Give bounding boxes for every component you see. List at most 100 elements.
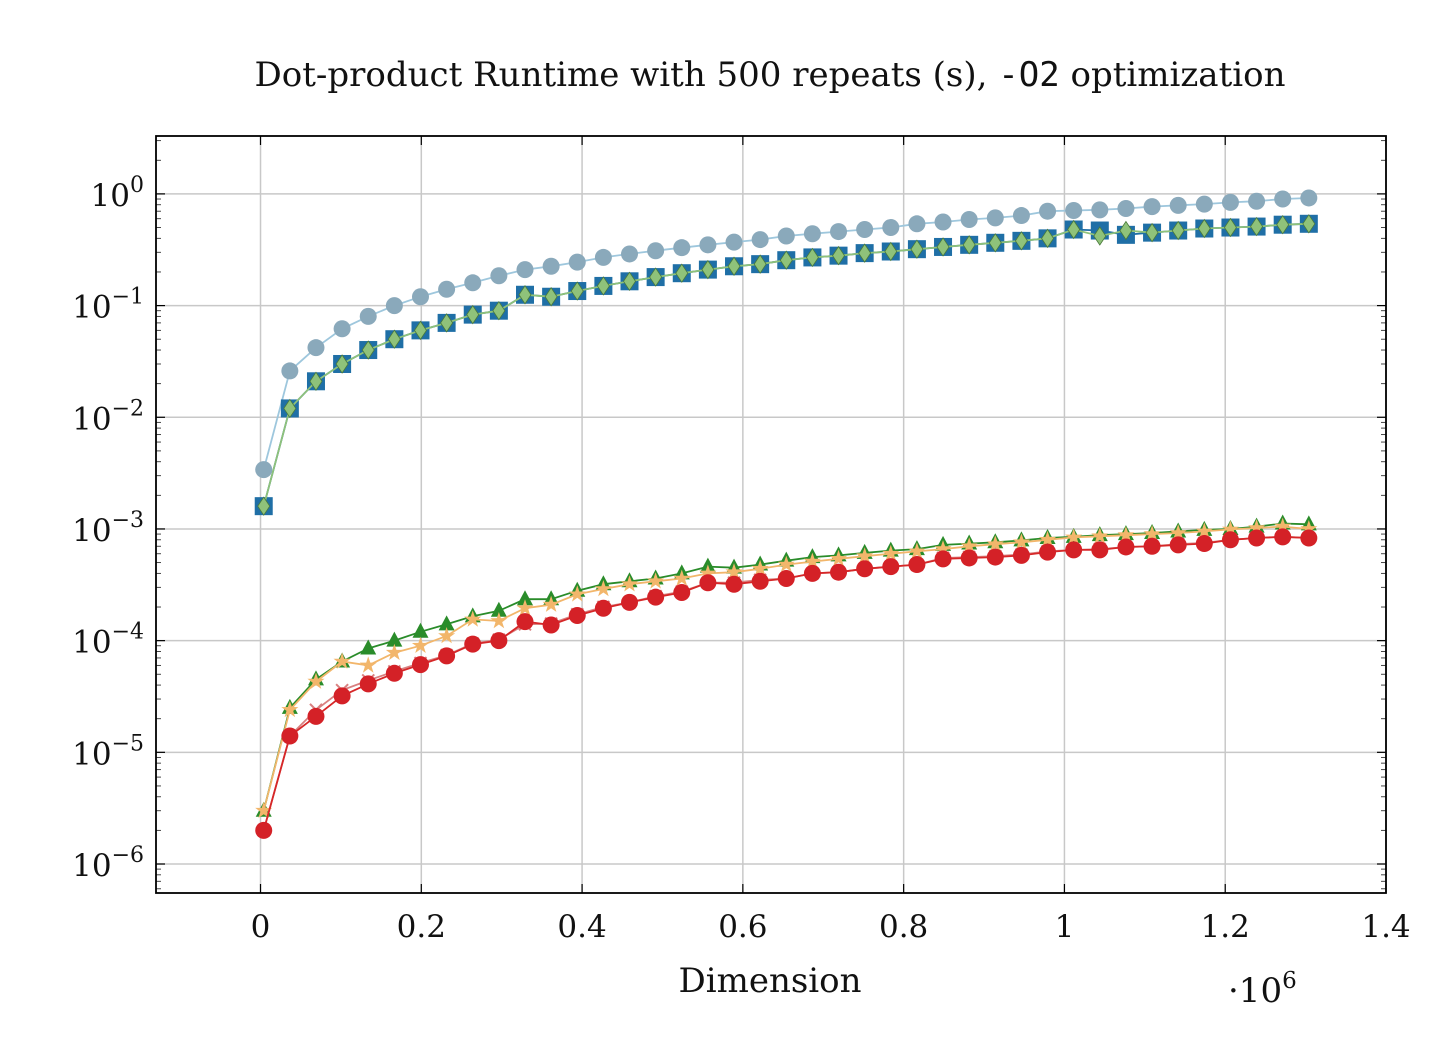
data-point [725, 563, 743, 580]
x-tick-label: 0.6 [718, 909, 767, 945]
data-point [359, 656, 377, 673]
data-point [255, 821, 273, 839]
data-point [333, 687, 351, 705]
data-point [1039, 543, 1057, 561]
series-5 [255, 517, 1318, 818]
data-point [1041, 228, 1055, 249]
data-point [805, 247, 819, 268]
data-point [440, 313, 454, 333]
data-point [1221, 531, 1239, 549]
data-point [699, 574, 717, 592]
data-point [777, 227, 795, 245]
data-point [832, 245, 846, 266]
data-point [621, 575, 639, 592]
x-tick-label: 1 [1055, 909, 1075, 945]
data-point [596, 276, 610, 296]
data-point [884, 241, 898, 262]
series-2 [254, 214, 1318, 516]
data-point [1223, 217, 1237, 238]
data-point [568, 606, 586, 624]
data-point [1117, 526, 1135, 543]
data-point [1248, 192, 1266, 210]
data-point [333, 652, 351, 669]
series-7 [255, 528, 1318, 839]
data-point [908, 215, 926, 233]
x-tick-label: 1.2 [1201, 909, 1250, 945]
x-tick-label: 0.8 [879, 909, 928, 945]
data-point [1117, 538, 1135, 556]
data-point [385, 643, 403, 660]
data-point [725, 575, 743, 593]
data-point [281, 727, 299, 745]
data-point [1091, 201, 1109, 219]
data-point [1248, 519, 1266, 536]
x-tick-label: 0 [251, 909, 271, 945]
data-point [856, 547, 874, 564]
grid-lines [156, 136, 1387, 893]
x-tick-label: 0.2 [397, 909, 446, 945]
data-point [307, 672, 325, 689]
data-point [516, 613, 534, 631]
data-point [934, 550, 952, 568]
data-point [1012, 546, 1030, 564]
data-point [699, 236, 717, 254]
data-point [386, 631, 403, 647]
data-point [1091, 527, 1109, 544]
series-3 [257, 214, 1316, 516]
data-point [1039, 530, 1057, 548]
data-point [594, 599, 612, 617]
data-point [411, 288, 429, 306]
data-point [882, 544, 900, 561]
data-point [753, 254, 767, 274]
x-axis-multiplier: ·106 [1228, 968, 1297, 1011]
y-tick-label: 10−5 [72, 731, 144, 772]
data-point [675, 263, 689, 283]
data-point [960, 211, 978, 229]
data-point [1065, 202, 1083, 220]
data-point [701, 259, 715, 280]
data-point [361, 340, 375, 360]
data-point [777, 555, 795, 572]
data-point [1169, 196, 1187, 214]
data-point [830, 223, 848, 241]
data-point [1250, 216, 1264, 237]
data-point [1248, 529, 1266, 547]
data-point [518, 285, 532, 305]
data-point [988, 233, 1002, 253]
data-point [751, 231, 769, 249]
data-point [307, 707, 325, 725]
data-point [908, 556, 926, 574]
data-point [1014, 231, 1028, 251]
data-point [1065, 528, 1083, 545]
data-point [359, 307, 377, 325]
data-point [882, 558, 900, 576]
data-point [438, 627, 456, 644]
data-point [1169, 524, 1187, 541]
chart-title: Dot-product Runtime with 500 repeats (s)… [255, 55, 1286, 95]
data-point [751, 559, 769, 577]
data-point [882, 219, 900, 237]
y-tick-label: 100 [91, 173, 144, 214]
y-tick-label: 10−2 [72, 396, 144, 437]
data-point [1093, 226, 1107, 246]
data-point [621, 245, 639, 263]
data-point [438, 647, 456, 665]
data-point [257, 496, 271, 516]
data-point [751, 572, 769, 590]
data-point [542, 595, 560, 612]
data-point [1274, 517, 1292, 534]
data-point [1276, 214, 1290, 235]
data-point [936, 237, 950, 257]
data-point [986, 209, 1004, 227]
data-point [309, 371, 323, 392]
series-1 [255, 189, 1318, 479]
data-point [516, 599, 534, 616]
data-point [568, 585, 586, 602]
data-point [727, 256, 741, 276]
data-point [516, 261, 534, 279]
data-point [1302, 214, 1316, 234]
data-point [411, 636, 429, 653]
data-point [621, 593, 639, 611]
data-point [490, 267, 508, 285]
